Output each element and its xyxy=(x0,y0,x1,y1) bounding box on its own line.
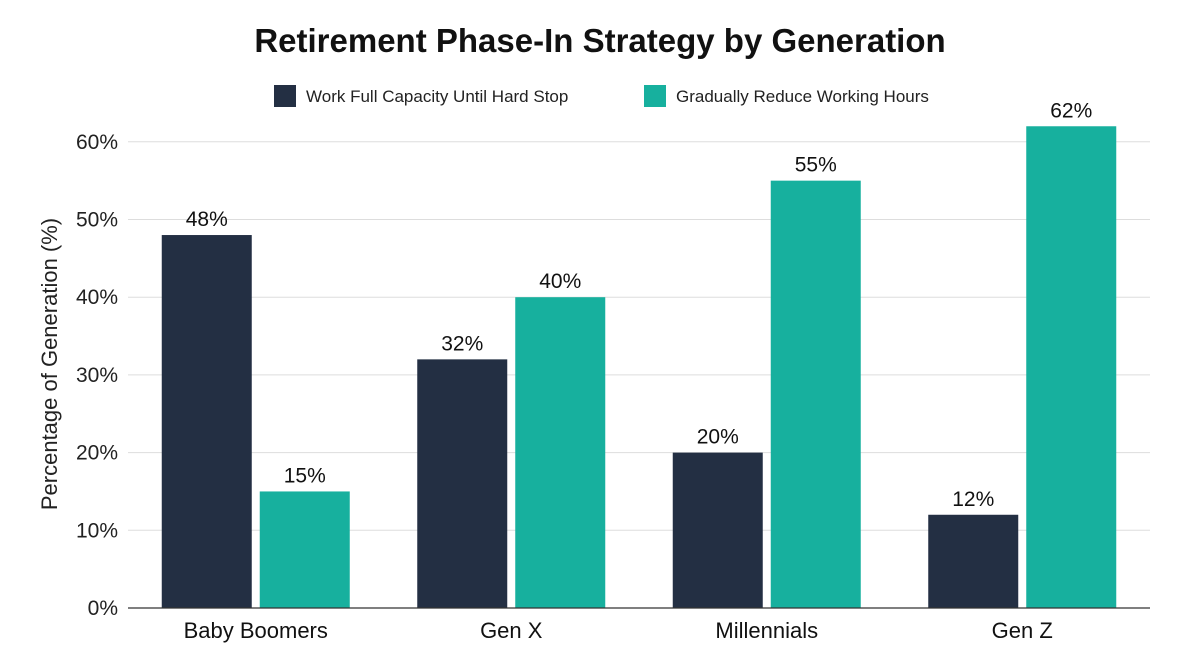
x-tick-label: Baby Boomers xyxy=(184,618,328,643)
bar xyxy=(417,359,508,608)
bar xyxy=(928,514,1019,608)
y-tick-label: 50% xyxy=(76,209,118,232)
data-label: 40% xyxy=(539,270,581,293)
x-tick-label: Millennials xyxy=(715,618,818,643)
data-label: 32% xyxy=(441,332,483,355)
data-label: 20% xyxy=(697,426,739,449)
data-label: 62% xyxy=(1050,99,1092,122)
y-tick-label: 40% xyxy=(76,286,118,309)
y-tick-label: 60% xyxy=(76,131,118,154)
y-tick-label: 0% xyxy=(88,597,118,620)
bar xyxy=(259,491,350,608)
bar xyxy=(1026,126,1117,608)
legend-swatch xyxy=(274,85,296,107)
bar xyxy=(672,452,763,608)
data-label: 15% xyxy=(284,464,326,487)
chart-title: Retirement Phase-In Strategy by Generati… xyxy=(254,22,946,59)
x-tick-label: Gen Z xyxy=(992,618,1053,643)
x-tick-label: Gen X xyxy=(480,618,543,643)
data-label: 55% xyxy=(795,154,837,177)
data-label: 12% xyxy=(952,488,994,511)
bar xyxy=(770,180,861,608)
bar xyxy=(161,235,252,609)
legend-label: Work Full Capacity Until Hard Stop xyxy=(306,87,568,106)
y-tick-label: 30% xyxy=(76,364,118,387)
y-axis-label: Percentage of Generation (%) xyxy=(37,218,62,510)
bar xyxy=(515,297,606,608)
legend-label: Gradually Reduce Working Hours xyxy=(676,87,929,106)
y-tick-label: 10% xyxy=(76,519,118,542)
y-tick-label: 20% xyxy=(76,442,118,465)
data-label: 48% xyxy=(186,208,228,231)
legend-swatch xyxy=(644,85,666,107)
